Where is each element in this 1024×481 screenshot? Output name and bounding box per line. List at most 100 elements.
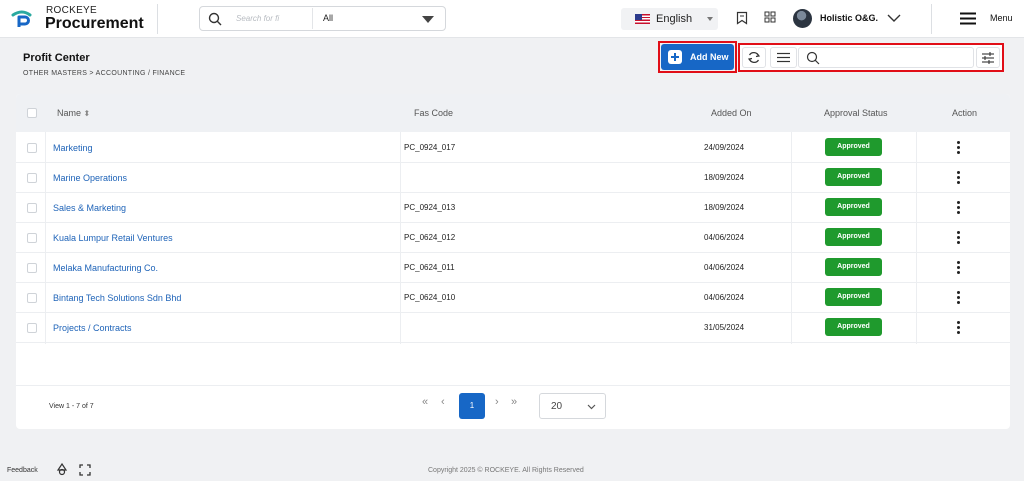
row-name-link[interactable]: Sales & Marketing (53, 203, 127, 213)
table-row[interactable]: Sales & Marketing PC_0924_013 18/09/2024 Ap… (16, 193, 1010, 223)
list-view-button[interactable] (770, 47, 797, 68)
row-fas-code: PC_0924_013 (404, 203, 456, 212)
chevron-down-icon (707, 17, 713, 21)
search-icon (806, 51, 820, 65)
row-checkbox[interactable] (27, 173, 37, 183)
copyright-text: Copyright 2025 © ROCKEYE. All Rights Res… (428, 467, 584, 474)
more-actions-icon[interactable] (957, 201, 960, 214)
row-name-link[interactable]: Marine Operations (53, 173, 128, 183)
row-name-link[interactable]: Melaka Manufacturing Co. (53, 263, 159, 273)
language-label: English (656, 13, 693, 25)
table-toolbar (740, 44, 1002, 71)
last-page-icon[interactable]: » (511, 396, 518, 408)
table-row[interactable]: Projects / Contracts 31/05/2024 Approved (16, 313, 1010, 343)
table-row[interactable]: Marketing PC_0924_017 24/09/2024 Approved (16, 133, 1010, 163)
filter-button[interactable] (976, 47, 1000, 68)
status-badge: Approved (825, 228, 882, 246)
search-scope-select[interactable]: All (312, 8, 444, 29)
row-fas-code: PC_0624_012 (404, 233, 456, 242)
row-checkbox[interactable] (27, 263, 37, 273)
row-checkbox[interactable] (27, 143, 37, 153)
prev-page-icon[interactable]: ‹ (441, 396, 445, 408)
status-badge: Approved (825, 258, 882, 276)
refresh-icon (747, 52, 761, 63)
status-badge: Approved (825, 318, 882, 336)
divider (931, 4, 932, 34)
user-name[interactable]: Holistic O&G. (820, 13, 879, 23)
more-actions-icon[interactable] (957, 231, 960, 244)
table-header: Name ⬍ Fas Code Added On Approval Status… (16, 94, 1010, 132)
row-checkbox[interactable] (27, 233, 37, 243)
row-checkbox[interactable] (27, 293, 37, 303)
row-added-on: 04/06/2024 (704, 293, 745, 302)
column-divider (791, 132, 792, 344)
menu-label[interactable]: Menu (990, 13, 1013, 23)
row-name-link[interactable]: Kuala Lumpur Retail Ventures (53, 233, 173, 243)
select-all-checkbox[interactable] (27, 108, 37, 118)
page-size-value: 20 (551, 401, 563, 412)
avatar[interactable] (793, 9, 812, 28)
row-added-on: 24/09/2024 (704, 143, 745, 152)
brand-name: Procurement (45, 15, 144, 32)
top-bar: ROCKEYE Procurement Search for fi All En… (0, 0, 1024, 38)
column-approval-status: Approval Status (824, 108, 888, 118)
row-checkbox[interactable] (27, 323, 37, 333)
column-added-on: Added On (711, 108, 752, 118)
next-page-icon[interactable]: › (495, 396, 499, 408)
sort-icon: ⬍ (83, 109, 91, 118)
us-flag-icon (635, 14, 650, 24)
table-row[interactable]: Marine Operations 18/09/2024 Approved (16, 163, 1010, 193)
column-action: Action (952, 108, 978, 118)
row-name-link[interactable]: Bintang Tech Solutions Sdn Bhd (53, 293, 182, 303)
breadcrumb: OTHER MASTERS > ACCOUNTING / FINANCE (23, 70, 186, 77)
hamburger-menu-icon[interactable] (960, 12, 976, 25)
search-input[interactable]: Search for fi (236, 14, 280, 23)
table-row[interactable]: Kuala Lumpur Retail Ventures PC_0624_012 0… (16, 223, 1010, 253)
language-selector[interactable]: English (621, 8, 718, 30)
column-divider (400, 132, 401, 344)
row-added-on: 04/06/2024 (704, 233, 745, 242)
page-title: Profit Center (23, 52, 90, 64)
row-added-on: 18/09/2024 (704, 203, 745, 212)
refresh-button[interactable] (742, 47, 766, 68)
search-icon[interactable] (208, 12, 222, 26)
row-name-link[interactable]: Marketing (53, 143, 93, 153)
more-actions-icon[interactable] (957, 321, 960, 334)
add-new-label: Add New (690, 52, 729, 62)
column-fas-code: Fas Code (414, 108, 454, 118)
divider (157, 4, 158, 34)
more-actions-icon[interactable] (957, 141, 960, 154)
fullscreen-icon[interactable] (79, 464, 91, 476)
table-row[interactable]: Bintang Tech Solutions Sdn Bhd PC_0624_01… (16, 283, 1010, 313)
bookmark-icon[interactable] (736, 11, 748, 25)
apps-grid-icon[interactable] (764, 11, 776, 23)
row-checkbox[interactable] (27, 203, 37, 213)
more-actions-icon[interactable] (957, 291, 960, 304)
add-new-button[interactable]: Add New (661, 44, 734, 70)
status-badge: Approved (825, 168, 882, 186)
row-fas-code: PC_0624_011 (404, 263, 455, 272)
highlight-add-new (658, 41, 737, 73)
recycle-icon[interactable] (56, 463, 68, 476)
page-button-current[interactable]: 1 (459, 393, 485, 419)
data-table: Name ⬍ Fas Code Added On Approval Status… (16, 94, 1010, 429)
page-size-select[interactable]: 20 (539, 393, 606, 419)
more-actions-icon[interactable] (957, 171, 960, 184)
list-icon (777, 52, 790, 63)
feedback-link[interactable]: Feedback (7, 467, 38, 474)
pagination-bar: View 1 - 7 of 7 « ‹ 1 › » 20 (16, 385, 1010, 425)
row-added-on: 18/09/2024 (704, 173, 745, 182)
highlight-toolbar (738, 43, 1004, 72)
row-name-link[interactable]: Projects / Contracts (53, 323, 132, 333)
table-row[interactable]: Melaka Manufacturing Co. PC_0624_011 04/06… (16, 253, 1010, 283)
table-search-input[interactable] (798, 47, 974, 68)
first-page-icon[interactable]: « (422, 396, 429, 408)
row-added-on: 04/06/2024 (704, 263, 745, 272)
more-actions-icon[interactable] (957, 261, 960, 274)
row-fas-code: PC_0924_017 (404, 143, 456, 152)
status-badge: Approved (825, 288, 882, 306)
chevron-down-icon[interactable] (887, 14, 901, 23)
column-name[interactable]: Name ⬍ (57, 108, 91, 118)
rockeye-logo-icon[interactable] (10, 9, 34, 29)
column-divider (45, 132, 46, 344)
